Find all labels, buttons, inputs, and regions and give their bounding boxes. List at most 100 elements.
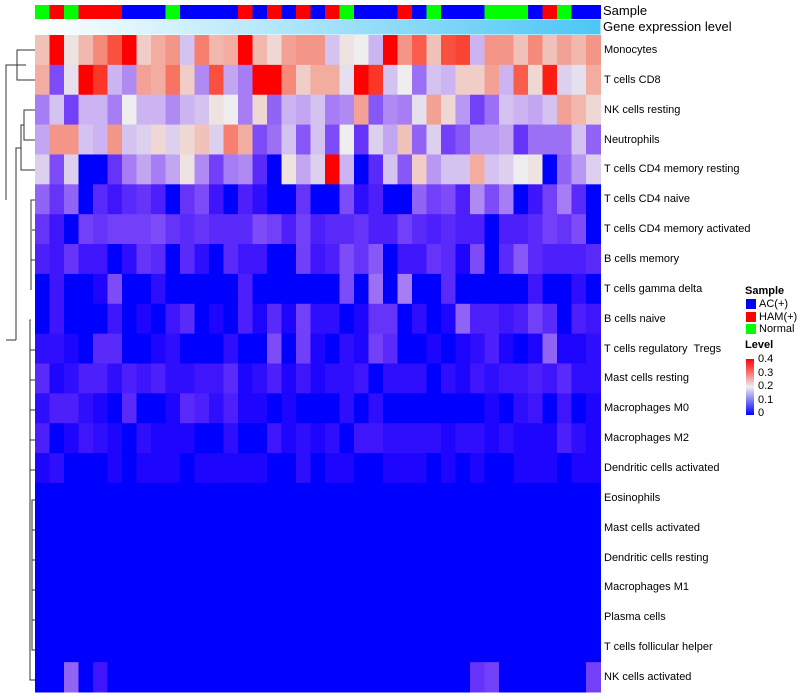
heatmap-cell (310, 303, 326, 335)
heatmap-cell (484, 512, 500, 544)
heatmap-cell (499, 662, 514, 693)
heatmap-cell (499, 632, 514, 663)
heatmap-cell (441, 512, 456, 544)
heatmap-cell (165, 303, 181, 335)
heatmap-cell (499, 482, 514, 514)
heatmap-cell (180, 94, 195, 126)
heatmap-cell (151, 363, 166, 394)
heatmap-cell (267, 184, 282, 215)
heatmap-cell (64, 393, 79, 424)
heatmap-cell (107, 423, 123, 454)
heatmap-cell (49, 303, 65, 335)
heatmap-cell (571, 512, 587, 544)
row-label: Neutrophils (604, 133, 660, 146)
heatmap-cell (484, 244, 500, 275)
heatmap-cell (267, 363, 282, 394)
level-colorbar (746, 359, 754, 415)
heatmap-cell (107, 184, 123, 215)
heatmap-cell (441, 423, 456, 454)
row-label: NK cells activated (604, 671, 692, 684)
heatmap-cell (412, 124, 427, 155)
heatmap-cell (281, 602, 297, 633)
heatmap-cell (339, 184, 355, 215)
heatmap-cell (354, 453, 369, 484)
heatmap-cell (412, 333, 427, 364)
heatmap-cell (499, 303, 514, 335)
heatmap-cell (455, 64, 471, 96)
heatmap-cell (325, 393, 340, 424)
heatmap-cell (78, 542, 94, 574)
heatmap-cell (325, 244, 340, 275)
heatmap-cell (223, 572, 239, 603)
heatmap-cell (455, 184, 471, 215)
heatmap-cell (267, 35, 282, 66)
heatmap-cell (267, 482, 282, 514)
heatmap-cell (180, 632, 195, 663)
heatmap-cell (470, 572, 485, 603)
heatmap-cell (107, 542, 123, 574)
heatmap-cell (557, 602, 572, 633)
heatmap-cell (455, 303, 471, 335)
heatmap-cell (441, 35, 456, 66)
heatmap-cell (238, 602, 253, 633)
heatmap-cell (93, 542, 108, 574)
heatmap-cell (238, 94, 253, 126)
heatmap-cell (209, 542, 224, 574)
heatmap-cell (339, 572, 355, 603)
heatmap-cell (267, 423, 282, 454)
heatmap-cell (64, 124, 79, 155)
heatmap-cell (49, 124, 65, 155)
sample-annotation-cell (528, 5, 543, 19)
heatmap-cell (281, 154, 297, 185)
heatmap-cell (325, 602, 340, 633)
heatmap-cell (499, 602, 514, 633)
sample-annotation-cell (180, 5, 195, 19)
heatmap-cell (122, 572, 137, 603)
heatmap-cell (484, 64, 500, 96)
heatmap-cell (165, 453, 181, 484)
heatmap-cell (470, 214, 485, 245)
heatmap-cell (252, 482, 268, 514)
heatmap-cell (64, 423, 79, 454)
heatmap-cell (426, 273, 442, 305)
heatmap-cell (499, 244, 514, 275)
heatmap-cell (470, 453, 485, 484)
heatmap-cell (49, 35, 65, 66)
row-label: T cells CD4 naive (604, 193, 690, 206)
heatmap-cell (383, 244, 398, 275)
heatmap-cell (194, 542, 210, 574)
heatmap-cell (122, 244, 137, 275)
heatmap-cell (165, 64, 181, 96)
heatmap-cell (557, 632, 572, 663)
heatmap-cell (296, 393, 311, 424)
level-tick-label: 0.2 (758, 380, 774, 392)
heatmap-cell (194, 64, 210, 96)
legend-item: Normal (746, 323, 794, 335)
heatmap-cell (542, 423, 558, 454)
heatmap-cell (165, 662, 181, 693)
heatmap-cell (136, 35, 152, 66)
heatmap-cell (397, 363, 413, 394)
sample-annotation-cell (586, 5, 601, 19)
heatmap-cell (238, 423, 253, 454)
heatmap-cell (499, 214, 514, 245)
heatmap-cell (368, 453, 384, 484)
heatmap-cell (412, 184, 427, 215)
heatmap-cell (35, 184, 50, 215)
row-label: B cells memory (604, 252, 680, 265)
heatmap-cell (499, 363, 514, 394)
heatmap-cell (180, 512, 195, 544)
heatmap-cell (281, 35, 297, 66)
heatmap-cell (426, 184, 442, 215)
heatmap-cell (586, 214, 601, 245)
heatmap-cell (557, 184, 572, 215)
heatmap-cell (180, 363, 195, 394)
heatmap-cell (49, 333, 65, 364)
heatmap-cell (281, 572, 297, 603)
heatmap-cell (484, 333, 500, 364)
heatmap-cell (252, 244, 268, 275)
heatmap-cell (165, 333, 181, 364)
heatmap-cell (35, 35, 50, 66)
sample-annotation-cell (64, 5, 79, 19)
heatmap-cell (122, 482, 137, 514)
